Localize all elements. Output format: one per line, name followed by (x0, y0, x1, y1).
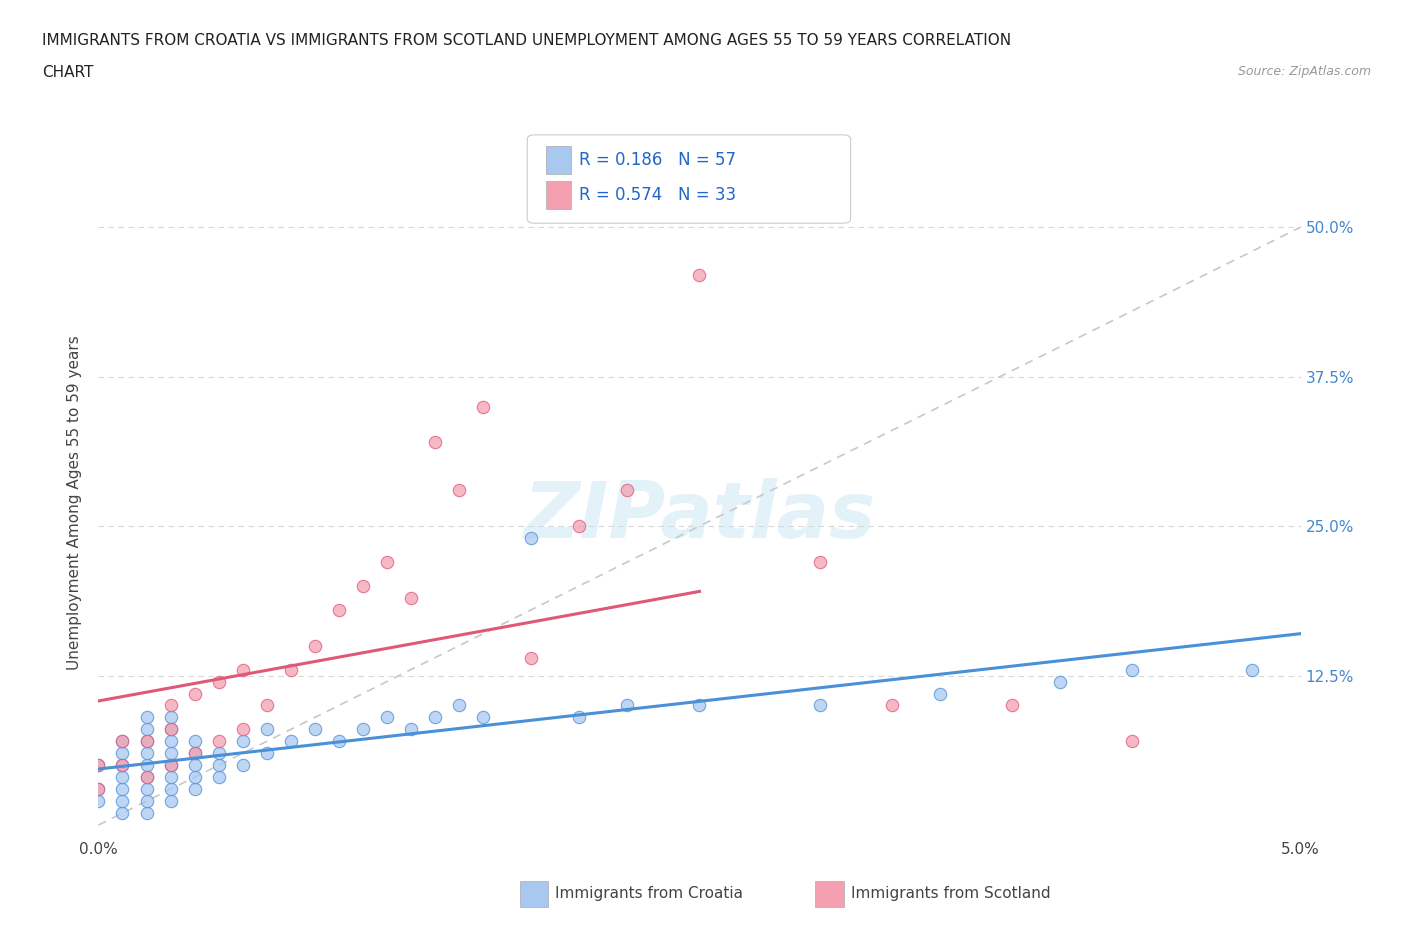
Point (87, 793, 110, 808)
Y-axis label: Unemployment Among Ages 55 to 59 years: Unemployment Among Ages 55 to 59 years (67, 335, 83, 670)
Point (87, 758, 110, 773)
Point (423, 435, 446, 450)
Point (375, 710, 398, 724)
Point (183, 686, 205, 701)
Point (232, 662, 254, 677)
Point (929, 686, 952, 701)
Text: ZIPatlas: ZIPatlas (523, 478, 876, 553)
Point (280, 734, 302, 749)
Text: R = 0.574   N = 33: R = 0.574 N = 33 (579, 186, 737, 205)
Point (159, 782, 181, 797)
Point (111, 734, 134, 749)
Point (183, 782, 205, 797)
Point (208, 770, 231, 785)
Point (399, 591, 422, 605)
Text: Immigrants from Scotland: Immigrants from Scotland (851, 886, 1050, 901)
Point (328, 603, 350, 618)
Point (568, 710, 591, 724)
Point (111, 734, 134, 749)
Point (183, 758, 205, 773)
Point (135, 770, 157, 785)
Point (352, 578, 374, 593)
Point (135, 722, 157, 737)
Point (520, 650, 543, 665)
Point (208, 746, 231, 761)
Point (208, 734, 231, 749)
Point (256, 746, 278, 761)
Point (208, 758, 231, 773)
Point (1001, 698, 1024, 713)
Point (304, 638, 326, 653)
Point (111, 746, 134, 761)
Point (159, 758, 181, 773)
Point (447, 698, 470, 713)
Point (135, 758, 157, 773)
Point (472, 399, 495, 414)
Point (135, 746, 157, 761)
Point (399, 722, 422, 737)
Point (616, 483, 638, 498)
Text: Source: ZipAtlas.com: Source: ZipAtlas.com (1237, 65, 1371, 78)
Point (328, 734, 350, 749)
Point (135, 770, 157, 785)
Point (159, 734, 181, 749)
Point (111, 782, 134, 797)
Text: Immigrants from Croatia: Immigrants from Croatia (555, 886, 744, 901)
Point (1121, 734, 1143, 749)
Point (520, 531, 543, 546)
Point (135, 734, 157, 749)
Point (135, 734, 157, 749)
Point (159, 770, 181, 785)
Point (87, 758, 110, 773)
Point (159, 722, 181, 737)
Point (1121, 662, 1143, 677)
Point (232, 722, 254, 737)
Point (159, 698, 181, 713)
Point (304, 722, 326, 737)
Text: R = 0.186   N = 57: R = 0.186 N = 57 (579, 151, 737, 169)
Point (111, 793, 134, 808)
Point (183, 734, 205, 749)
Point (135, 793, 157, 808)
Point (1049, 674, 1071, 689)
Point (472, 710, 495, 724)
Point (87, 782, 110, 797)
Point (135, 805, 157, 820)
Point (808, 698, 831, 713)
Point (111, 805, 134, 820)
Point (159, 722, 181, 737)
Text: IMMIGRANTS FROM CROATIA VS IMMIGRANTS FROM SCOTLAND UNEMPLOYMENT AMONG AGES 55 T: IMMIGRANTS FROM CROATIA VS IMMIGRANTS FR… (42, 33, 1011, 47)
Point (135, 710, 157, 724)
Point (159, 793, 181, 808)
Point (256, 722, 278, 737)
Point (808, 554, 831, 569)
Point (111, 758, 134, 773)
Point (352, 722, 374, 737)
Point (232, 734, 254, 749)
Point (135, 782, 157, 797)
Point (232, 758, 254, 773)
Point (880, 698, 903, 713)
Point (183, 746, 205, 761)
Point (375, 554, 398, 569)
Point (447, 483, 470, 498)
Text: CHART: CHART (42, 65, 94, 80)
Point (689, 268, 711, 283)
Point (111, 770, 134, 785)
Point (689, 698, 711, 713)
Point (111, 758, 134, 773)
Point (280, 662, 302, 677)
Point (87, 782, 110, 797)
Point (208, 674, 231, 689)
Point (159, 746, 181, 761)
Point (159, 710, 181, 724)
Point (616, 698, 638, 713)
Point (183, 770, 205, 785)
Point (423, 710, 446, 724)
Point (159, 758, 181, 773)
Point (256, 698, 278, 713)
Point (1241, 662, 1264, 677)
Point (183, 746, 205, 761)
Point (568, 519, 591, 534)
